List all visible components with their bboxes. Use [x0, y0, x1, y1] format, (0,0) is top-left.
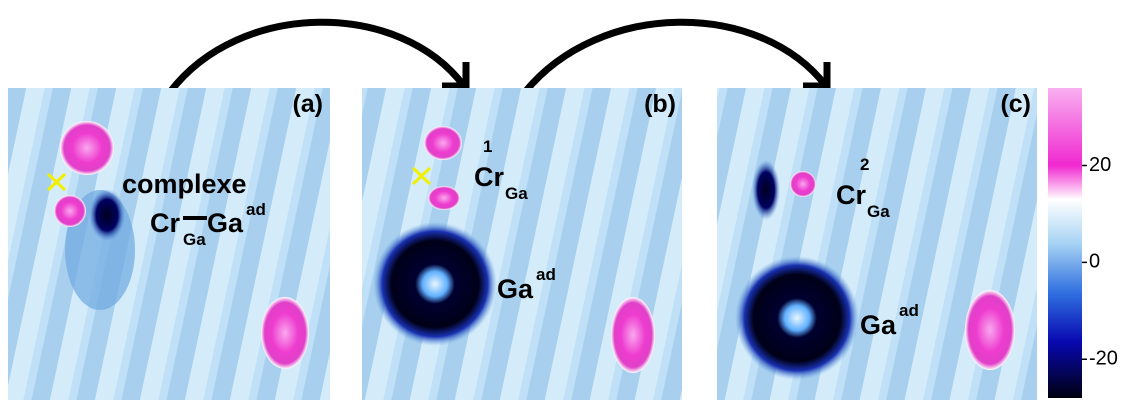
- panel-image: [362, 88, 682, 400]
- colorbar: [1048, 88, 1082, 398]
- panel-image: [8, 88, 330, 400]
- species-sup: 2: [860, 155, 869, 174]
- species-sup: 1: [483, 137, 492, 156]
- species-main: Ga: [207, 208, 244, 238]
- species-main: Ga: [497, 274, 534, 304]
- panel-label: (a): [292, 90, 323, 118]
- annotation: complexe: [122, 169, 247, 199]
- species-sub: Ga: [505, 184, 528, 203]
- species-sup: ad: [246, 200, 266, 219]
- tick-label: -20: [1089, 348, 1118, 370]
- species-sub: Ga: [867, 202, 890, 221]
- panel-image: [717, 88, 1037, 400]
- species-sup: ad: [899, 301, 919, 320]
- arrows: [167, 18, 831, 95]
- panel-label: (b): [644, 90, 676, 118]
- species-main: Cr: [150, 208, 180, 238]
- species-main: Cr: [836, 180, 866, 210]
- panel-label: (c): [1000, 90, 1031, 118]
- tick-label: 20: [1089, 154, 1111, 176]
- species-main: Ga: [860, 310, 897, 340]
- tick-label: 0: [1089, 251, 1100, 273]
- species-main: Cr: [474, 162, 504, 192]
- species-sub: Ga: [183, 230, 206, 249]
- species-sup: ad: [536, 265, 556, 284]
